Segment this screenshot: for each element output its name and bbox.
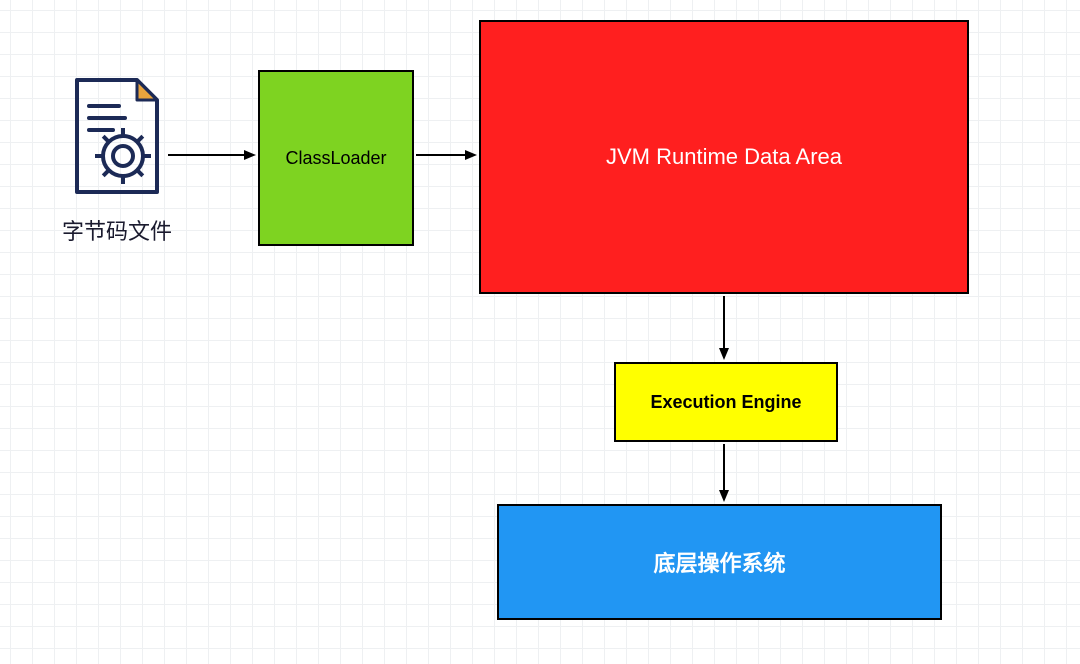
bytecode-file-label: 字节码文件 — [62, 214, 172, 246]
arrow-bytecode-to-classloader — [168, 150, 256, 162]
execution-engine-label: Execution Engine — [650, 392, 801, 413]
classloader-node: ClassLoader — [258, 70, 414, 246]
os-label: 底层操作系统 — [653, 546, 785, 578]
arrow-classloader-to-jvm — [416, 150, 477, 162]
execution-engine-node: Execution Engine — [614, 362, 838, 442]
classloader-label: ClassLoader — [285, 148, 386, 169]
arrow-jvm-to-execution — [718, 296, 730, 360]
bytecode-file-node: 字节码文件 — [52, 76, 182, 246]
jvm-runtime-node: JVM Runtime Data Area — [479, 20, 969, 294]
arrow-execution-to-os — [718, 444, 730, 502]
os-node: 底层操作系统 — [497, 504, 942, 620]
file-gear-icon — [69, 76, 165, 196]
jvm-runtime-label: JVM Runtime Data Area — [606, 144, 842, 170]
